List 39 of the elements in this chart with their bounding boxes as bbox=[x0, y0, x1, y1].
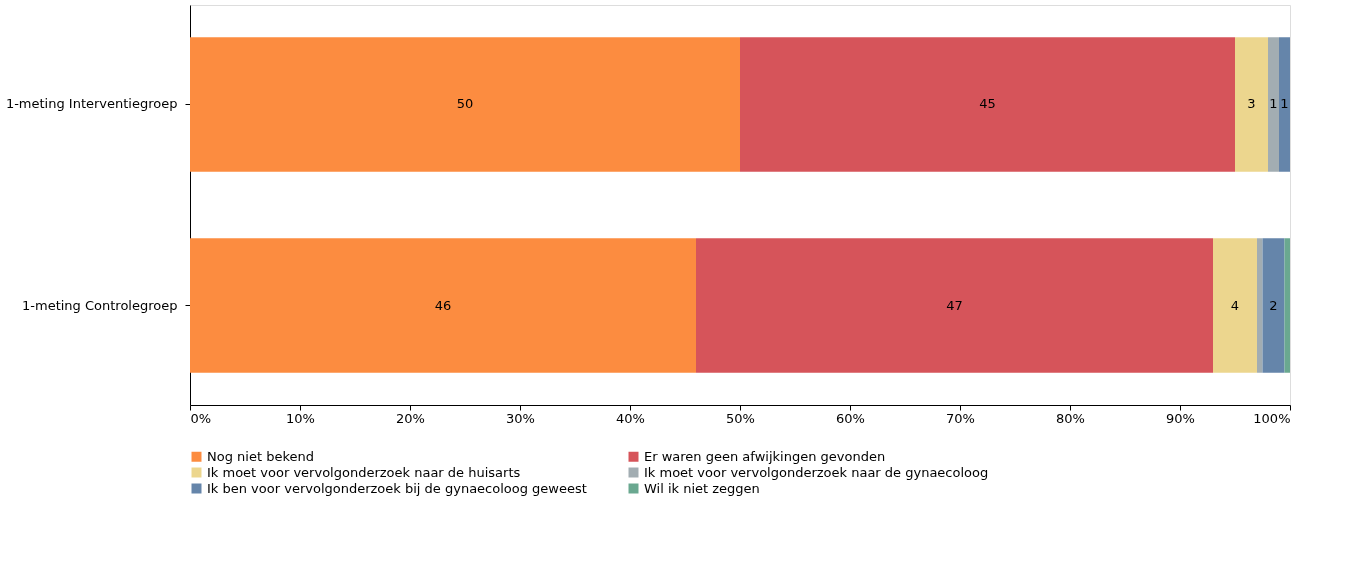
legend-label: Ik moet voor vervolgonderzoek naar de gynaecoloog bbox=[644, 464, 989, 480]
legend-label: Ik moet voor vervolgonderzoek naar de huisarts bbox=[207, 464, 521, 480]
bar bbox=[1284, 238, 1290, 373]
legend-label: Er waren geen afwijkingen gevonden bbox=[644, 448, 886, 464]
x-tick-label: 40% bbox=[616, 410, 645, 426]
x-tick-label: 20% bbox=[396, 410, 425, 426]
legend-label: Nog niet bekend bbox=[207, 448, 314, 464]
data-label: 1 bbox=[1269, 96, 1278, 112]
data-label: 50 bbox=[456, 96, 474, 112]
data-label: 1 bbox=[1280, 96, 1289, 112]
y-tick-label: 1-meting Interventiegroep bbox=[5, 96, 178, 112]
x-tick-label: 70% bbox=[946, 410, 975, 426]
x-tick-label: 30% bbox=[506, 410, 535, 426]
data-label: 4 bbox=[1230, 297, 1240, 313]
x-tick-label: 90% bbox=[1166, 410, 1195, 426]
x-tick-label: 100% bbox=[1253, 410, 1291, 426]
bar bbox=[1235, 37, 1268, 172]
bar bbox=[1213, 238, 1257, 373]
data-label: 2 bbox=[1269, 297, 1278, 313]
x-tick-label: 80% bbox=[1056, 410, 1085, 426]
data-label: 45 bbox=[979, 96, 996, 112]
data-label: 3 bbox=[1247, 96, 1256, 112]
bar bbox=[740, 37, 1235, 172]
bar bbox=[1268, 37, 1279, 172]
data-label: 47 bbox=[946, 297, 963, 313]
x-tick-label: 0% bbox=[190, 410, 212, 426]
bar bbox=[696, 238, 1213, 373]
x-tick-label: 10% bbox=[286, 410, 315, 426]
x-tick-label: 50% bbox=[726, 410, 755, 426]
bar bbox=[190, 37, 740, 172]
bar bbox=[1257, 238, 1263, 373]
y-tick-label: 1-meting Controlegroep bbox=[22, 297, 178, 313]
bar bbox=[1279, 37, 1290, 172]
legend-label: Wil ik niet zeggen bbox=[644, 480, 760, 496]
data-label: 46 bbox=[434, 297, 452, 313]
legend-label: Ik ben voor vervolgonderzoek bij de gynaecoloog geweest bbox=[207, 480, 587, 496]
bar bbox=[1262, 238, 1285, 373]
x-tick-label: 60% bbox=[836, 410, 865, 426]
bar bbox=[190, 238, 696, 373]
